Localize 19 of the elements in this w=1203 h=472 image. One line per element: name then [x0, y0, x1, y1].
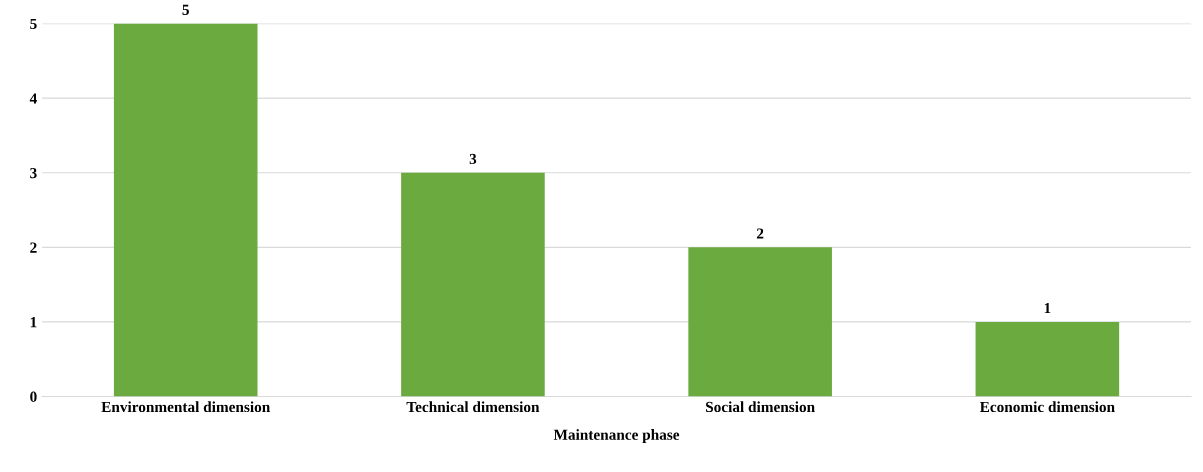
y-tick-label: 3	[30, 167, 37, 179]
x-tick-label: Economic dimension	[979, 401, 1115, 413]
bar	[401, 172, 545, 397]
bar	[113, 23, 258, 397]
x-tick-label: Technical dimension	[406, 401, 540, 413]
data-label: 1	[1044, 303, 1051, 314]
x-tick-label: Environmental dimension	[101, 401, 271, 413]
data-label: 2	[756, 228, 764, 239]
bar	[688, 247, 832, 397]
data-label: 5	[182, 4, 189, 15]
x-axis-title: Maintenance phase	[553, 429, 680, 443]
y-tick-label: 0	[30, 391, 37, 402]
y-tick-label: 4	[29, 93, 37, 104]
bar	[975, 321, 1120, 397]
y-tick-label: 1	[30, 317, 37, 328]
data-label: 3	[469, 153, 477, 165]
y-tick-label: 2	[30, 242, 37, 253]
x-tick-label: Social dimension	[705, 401, 815, 413]
y-tick-label: 5	[30, 18, 37, 30]
